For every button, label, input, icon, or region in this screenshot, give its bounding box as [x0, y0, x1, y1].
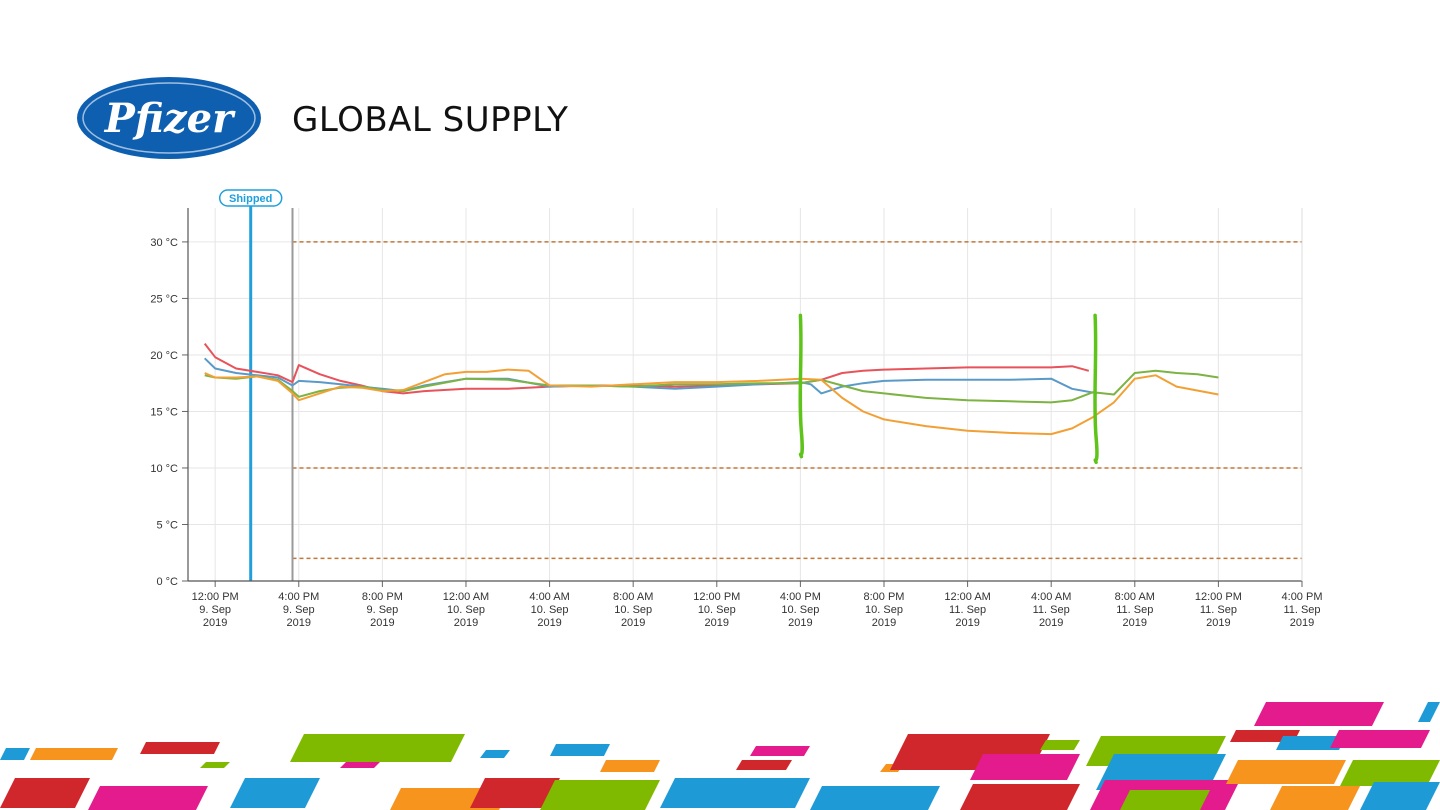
series-line-3 — [204, 369, 1219, 404]
x-tick-label: 10. Sep — [447, 604, 485, 616]
decor-tile — [540, 780, 660, 810]
x-tick-label: 11. Sep — [1116, 604, 1153, 616]
x-tick-label: 2019 — [1039, 617, 1063, 629]
x-tick-label: 10. Sep — [865, 604, 903, 616]
decor-tile — [1270, 786, 1360, 810]
x-tick-label: 2019 — [621, 617, 645, 629]
decor-tile — [30, 748, 118, 760]
decor-tile — [140, 742, 220, 754]
decor-tile — [1330, 730, 1430, 748]
x-tick-label: 10. Sep — [781, 604, 819, 616]
markup-line-1 — [798, 313, 804, 459]
x-tick-label: 2019 — [537, 617, 561, 629]
x-tick-label: 2019 — [1206, 617, 1230, 629]
slide-header: Pfizer GLOBAL SUPPLY — [0, 0, 1440, 180]
x-tick-label: 4:00 AM — [529, 591, 569, 603]
x-tick-label: 10. Sep — [698, 604, 736, 616]
axes: 0 °C 5 °C 10 °C 15 °C 20 °C 25 °C 30 °C 12:00 P… — [150, 208, 1322, 629]
grid — [188, 208, 1303, 582]
x-tick-label: 11. Sep — [1283, 604, 1320, 616]
markers: Shipped — [218, 189, 294, 581]
x-tick-label: 10. Sep — [614, 604, 652, 616]
x-tick-label: 8:00 PM — [362, 591, 403, 603]
x-tick-label: 4:00 PM — [780, 591, 821, 603]
x-tick-label: 12:00 AM — [944, 591, 990, 603]
x-tick-label: 12:00 AM — [443, 591, 489, 603]
x-tick-label: 10. Sep — [531, 604, 569, 616]
x-tick-label: 9. Sep — [366, 604, 398, 616]
markup-lines — [798, 313, 1099, 465]
x-tick-label: 11. Sep — [1033, 604, 1070, 616]
x-tick-label: 2019 — [872, 617, 896, 629]
temperature-chart: Shipped 0 °C 5 °C 10 °C 15 °C 20 °C 25 °C 30 °… — [150, 189, 1322, 629]
decorative-footer — [0, 702, 1440, 810]
decor-tile — [0, 778, 90, 808]
decor-tile — [550, 744, 610, 756]
x-tick-label: 12:00 PM — [693, 591, 740, 603]
y-tick-label: 20 °C — [150, 350, 178, 362]
x-tick-label: 8:00 AM — [1115, 591, 1155, 603]
decor-tile — [1360, 782, 1440, 810]
pfizer-logo: Pfizer — [77, 77, 261, 159]
x-tick-label: 12:00 PM — [1195, 591, 1242, 603]
x-tick-label: 2019 — [1123, 617, 1147, 629]
logo-text: Pfizer — [104, 95, 236, 142]
decor-tile — [0, 748, 30, 760]
decor-tile — [736, 760, 792, 770]
x-tick-label: 2019 — [370, 617, 394, 629]
shipped-badge — [218, 189, 283, 207]
decor-tile — [290, 734, 465, 762]
x-tick-label: 2019 — [287, 617, 311, 629]
page-title: GLOBAL SUPPLY — [292, 100, 569, 140]
decor-tile — [810, 786, 940, 810]
decor-tile — [470, 778, 560, 808]
x-tick-label: 11. Sep — [949, 604, 986, 616]
decor-tile — [480, 750, 510, 758]
y-tick-label: 5 °C — [156, 519, 178, 531]
x-tick-label: 11. Sep — [1200, 604, 1237, 616]
markup-line-2 — [1093, 313, 1099, 465]
decor-tile — [660, 778, 810, 808]
x-tick-label: 12:00 PM — [192, 591, 239, 603]
series-line-4 — [204, 368, 1219, 436]
logo-ellipse — [77, 77, 261, 159]
x-tick-label: 9. Sep — [199, 604, 231, 616]
decor-tile — [970, 754, 1080, 780]
decor-tile — [1226, 760, 1346, 784]
threshold-lines — [292, 241, 1302, 560]
x-tick-label: 2019 — [705, 617, 729, 629]
x-tick-label: 4:00 AM — [1031, 591, 1071, 603]
decor-tile — [960, 784, 1080, 810]
x-tick-label: 2019 — [1290, 617, 1314, 629]
decor-tile — [1254, 702, 1384, 726]
x-tick-label: 8:00 AM — [613, 591, 653, 603]
x-tick-label: 2019 — [203, 617, 227, 629]
x-tick-label: 2019 — [788, 617, 812, 629]
y-tick-label: 25 °C — [150, 293, 178, 305]
x-tick-label: 9. Sep — [283, 604, 315, 616]
decor-tile — [200, 762, 230, 768]
decor-tile — [230, 778, 320, 808]
y-tick-label: 30 °C — [150, 237, 178, 249]
decor-tile — [750, 746, 810, 756]
decor-tile — [1418, 702, 1440, 722]
x-tick-label: 2019 — [454, 617, 478, 629]
decor-tile — [88, 786, 208, 810]
decor-tile — [1040, 740, 1080, 750]
decor-tile — [1340, 760, 1440, 786]
decor-tile — [600, 760, 660, 772]
x-tick-label: 8:00 PM — [864, 591, 905, 603]
series — [203, 342, 1219, 436]
decor-tile — [340, 762, 380, 768]
y-tick-label: 15 °C — [150, 406, 178, 418]
x-tick-label: 4:00 PM — [278, 591, 319, 603]
x-tick-label: 4:00 PM — [1282, 591, 1323, 603]
x-tick-label: 2019 — [955, 617, 979, 629]
y-tick-label: 0 °C — [156, 576, 178, 588]
decor-tile — [1120, 790, 1210, 810]
decor-tile — [1276, 736, 1346, 750]
shipped-label: Shipped — [229, 193, 272, 205]
y-tick-label: 10 °C — [150, 463, 178, 475]
